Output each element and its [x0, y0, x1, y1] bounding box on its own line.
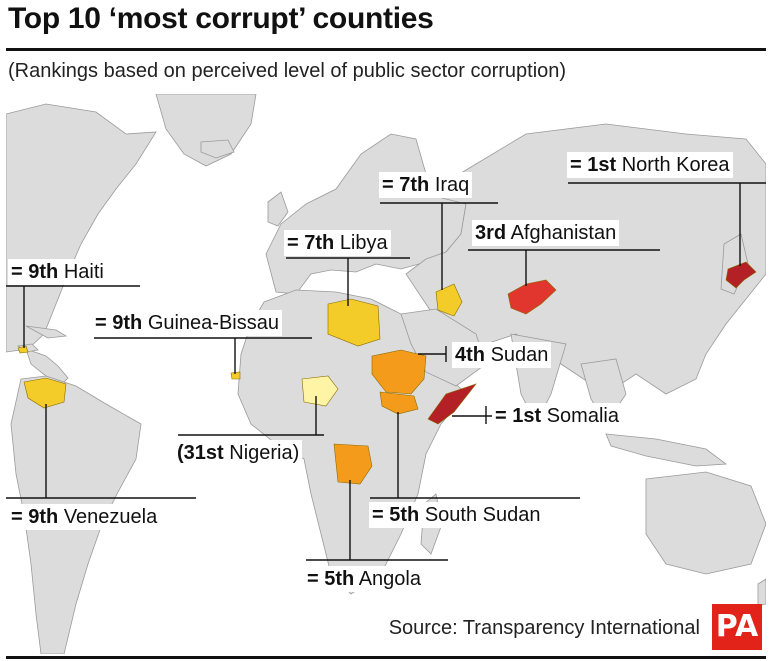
name-haiti: Haiti: [63, 261, 104, 283]
label-guinea-bissau: = 9th Guinea-Bissau: [92, 310, 282, 336]
land-masses: [6, 94, 766, 654]
bottom-rule: [6, 656, 766, 659]
indonesia: [605, 433, 728, 467]
new-zealand: [757, 578, 766, 607]
rank-haiti: = 9th: [11, 261, 59, 283]
label-north-korea: = 1st North Korea: [567, 152, 733, 178]
country-north-korea: [725, 261, 757, 289]
cuba: [25, 325, 68, 339]
central-america: [25, 348, 69, 385]
name-north-korea: North Korea: [621, 154, 730, 176]
rank-north-korea: = 1st: [570, 154, 617, 176]
name-sudan: Sudan: [490, 344, 549, 366]
name-guinea-bissau: Guinea-Bissau: [147, 312, 279, 334]
rank-nigeria: (31st: [177, 442, 224, 464]
australia: [645, 471, 766, 575]
rank-sudan: 4th: [455, 344, 485, 366]
rank-guinea-bissau: = 9th: [95, 312, 143, 334]
country-guinea-bissau: [230, 371, 241, 380]
uk: [267, 191, 289, 227]
country-somalia: [427, 383, 477, 425]
name-afghanistan: Afghanistan: [510, 222, 617, 244]
rank-venezuela: = 9th: [11, 506, 59, 528]
rank-south-sudan: = 5th: [372, 504, 420, 526]
map-title: Top 10 ‘most corrupt’ counties: [8, 2, 434, 35]
north-america: [6, 103, 157, 353]
name-libya: Libya: [339, 232, 388, 254]
name-south-sudan: South Sudan: [424, 504, 541, 526]
rank-iraq: = 7th: [382, 174, 430, 196]
country-south-sudan: [379, 391, 419, 415]
name-somalia: Somalia: [546, 405, 619, 427]
label-sudan: 4th Sudan: [452, 342, 552, 368]
country-libya: [327, 298, 381, 347]
label-south-sudan: = 5th South Sudan: [369, 502, 544, 528]
source-note: Source: Transparency International: [388, 617, 700, 639]
highlighted-countries: [17, 261, 757, 485]
label-libya: = 7th Libya: [284, 230, 391, 256]
rank-somalia: = 1st: [495, 405, 542, 427]
name-angola: Angola: [358, 568, 421, 590]
country-iraq: [435, 283, 463, 317]
country-sudan: [371, 349, 427, 395]
label-angola: = 5th Angola: [304, 566, 424, 592]
label-venezuela: = 9th Venezuela: [8, 504, 161, 530]
country-angola: [333, 443, 373, 485]
label-haiti: = 9th Haiti: [8, 259, 107, 285]
rank-afghanistan: 3rd: [475, 222, 507, 244]
country-venezuela: [23, 377, 67, 409]
leader-lines: [6, 182, 766, 561]
pa-logo: PA: [712, 604, 762, 650]
label-afghanistan: 3rd Afghanistan: [472, 220, 620, 246]
title-rule: [6, 48, 766, 51]
name-iraq: Iraq: [434, 174, 470, 196]
name-nigeria: Nigeria): [229, 442, 300, 464]
country-afghanistan: [507, 279, 557, 315]
rank-angola: = 5th: [307, 568, 355, 590]
name-venezuela: Venezuela: [63, 506, 158, 528]
map-subtitle: (Rankings based on perceived level of pu…: [8, 60, 567, 82]
label-nigeria: (31st Nigeria): [174, 440, 303, 466]
label-iraq: = 7th Iraq: [379, 172, 473, 198]
label-somalia: = 1st Somalia: [492, 403, 622, 429]
rank-libya: = 7th: [287, 232, 335, 254]
iceland: [200, 139, 235, 159]
country-nigeria: [301, 375, 339, 407]
